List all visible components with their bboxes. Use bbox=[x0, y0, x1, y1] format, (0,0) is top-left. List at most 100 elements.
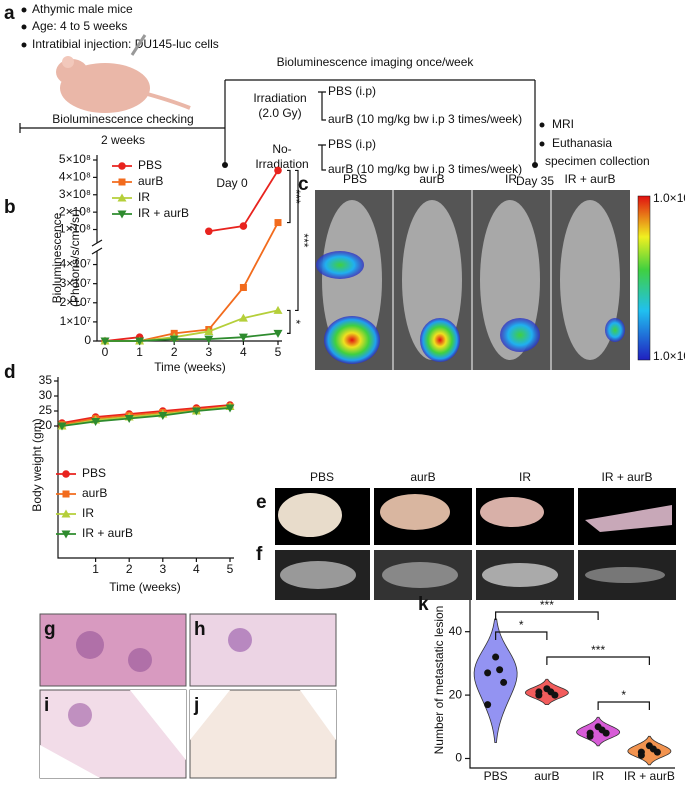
group-name: No- bbox=[272, 142, 291, 156]
legend-marker bbox=[62, 470, 70, 478]
y-tick-label: 40 bbox=[449, 624, 463, 638]
x-axis-title: Time (weeks) bbox=[154, 360, 226, 374]
bullet: Athymic male mice bbox=[32, 2, 133, 16]
panel-letter: g bbox=[44, 619, 56, 640]
series-line bbox=[105, 332, 279, 342]
sig-bracket bbox=[295, 169, 299, 312]
marker bbox=[169, 335, 179, 344]
sig-label: *** bbox=[297, 233, 311, 247]
legend-marker bbox=[118, 178, 126, 186]
x-tick-label: 4 bbox=[193, 562, 200, 576]
data-point bbox=[551, 691, 559, 699]
sig-label: *** bbox=[540, 598, 554, 612]
y-tick-label: 3×10⁸ bbox=[59, 187, 91, 201]
colorbar-label: 1.0×10⁹ bbox=[653, 191, 685, 205]
y-tick-label: 0 bbox=[84, 333, 91, 347]
panel-letter: j bbox=[193, 695, 199, 716]
series-line bbox=[61, 404, 231, 424]
panel-e-f: e f PBS aurB IR IR + aurB bbox=[256, 470, 676, 600]
column-label: aurB bbox=[419, 172, 444, 186]
marker bbox=[204, 326, 214, 335]
x-tick-label: 4 bbox=[240, 345, 247, 359]
series-line bbox=[61, 405, 231, 426]
legend-label: aurB bbox=[82, 486, 107, 500]
sig-label: * bbox=[289, 320, 303, 325]
panel-letter: i bbox=[44, 695, 49, 716]
sig-bracket bbox=[495, 631, 548, 640]
marker bbox=[191, 407, 201, 416]
x-tick-label: 2 bbox=[126, 562, 133, 576]
x-tick-label: PBS bbox=[484, 769, 508, 783]
endpoint: specimen collection bbox=[545, 154, 650, 168]
group-name: (2.0 Gy) bbox=[258, 106, 301, 120]
sig-bracket bbox=[287, 309, 291, 334]
marker bbox=[274, 166, 282, 175]
marker bbox=[204, 335, 214, 344]
x-axis-title: Time (weeks) bbox=[109, 580, 181, 594]
sig-label: *** bbox=[289, 189, 303, 203]
bullet: Age: 4 to 5 weeks bbox=[32, 19, 127, 33]
x-tick-label: 2 bbox=[171, 345, 178, 359]
data-point bbox=[637, 751, 645, 759]
y-tick-label: 0 bbox=[455, 751, 462, 765]
mouse-illustration bbox=[56, 34, 191, 113]
group-name: Irradiation bbox=[253, 91, 306, 105]
group-name: Irradiation bbox=[255, 157, 308, 171]
marker bbox=[239, 283, 247, 291]
treatment: aurB (10 mg/kg bw i.p 3 times/week) bbox=[328, 162, 522, 176]
legend-marker bbox=[117, 193, 127, 202]
column-label: IR bbox=[505, 172, 517, 186]
x-tick-label: 5 bbox=[227, 562, 234, 576]
panel-letter: b bbox=[4, 197, 16, 218]
marker bbox=[239, 222, 248, 230]
legend-marker bbox=[62, 490, 70, 498]
y-tick-label: 4×10⁷ bbox=[60, 257, 91, 271]
y-tick-label: 2×10⁷ bbox=[60, 295, 91, 309]
marker bbox=[238, 313, 248, 322]
legend-label: PBS bbox=[138, 158, 162, 172]
marker bbox=[274, 219, 282, 227]
y-tick-label: 25 bbox=[39, 403, 53, 417]
panel-c: c PBS aurB IR IR + aurB 1.0×10⁹ 1.0×10⁵ bbox=[298, 172, 685, 370]
legend-label: IR + aurB bbox=[82, 526, 133, 540]
marker bbox=[273, 329, 283, 338]
axis bbox=[57, 377, 234, 559]
y-axis-title: Body weight (gm) bbox=[30, 418, 44, 511]
y-tick-label: 5×10⁸ bbox=[59, 152, 91, 166]
y-tick-label: 20 bbox=[39, 418, 53, 432]
treatment: PBS (i.p) bbox=[328, 137, 376, 151]
y-tick-label: 3×10⁷ bbox=[60, 276, 91, 290]
legend-label: PBS bbox=[82, 466, 106, 480]
sig-label: * bbox=[621, 688, 626, 702]
legend-label: aurB bbox=[138, 174, 163, 188]
series-line bbox=[105, 222, 279, 342]
data-point bbox=[602, 729, 610, 737]
violin bbox=[576, 716, 621, 747]
marker bbox=[124, 415, 134, 423]
legend-marker bbox=[61, 530, 71, 539]
treatment: PBS (i.p) bbox=[328, 84, 376, 98]
sig-bracket bbox=[495, 611, 599, 620]
y-tick-label: 35 bbox=[39, 373, 53, 387]
x-tick-label: 3 bbox=[159, 562, 166, 576]
marker bbox=[205, 227, 213, 236]
treatment: aurB (10 mg/kg bw i.p 3 times/week) bbox=[328, 112, 522, 126]
axis-break bbox=[91, 239, 103, 255]
panel-letter: e bbox=[256, 492, 267, 513]
day-label: Day 0 bbox=[216, 176, 248, 190]
column-label: IR + aurB bbox=[564, 172, 615, 186]
column-label: IR bbox=[519, 470, 531, 484]
y-tick-label: 20 bbox=[449, 687, 463, 701]
data-point bbox=[586, 732, 594, 740]
column-label: IR + aurB bbox=[601, 470, 652, 484]
histology: g h i j bbox=[39, 613, 337, 779]
marker bbox=[135, 337, 145, 346]
panel-a: a Athymic male mice Age: 4 to 5 weeks In… bbox=[4, 2, 650, 190]
legend-label: IR + aurB bbox=[138, 206, 189, 220]
data-point bbox=[653, 748, 661, 756]
x-tick-label: 5 bbox=[275, 345, 282, 359]
sig-bracket bbox=[597, 701, 650, 710]
marker bbox=[225, 404, 235, 413]
data-point bbox=[492, 653, 500, 661]
marker bbox=[158, 412, 168, 420]
